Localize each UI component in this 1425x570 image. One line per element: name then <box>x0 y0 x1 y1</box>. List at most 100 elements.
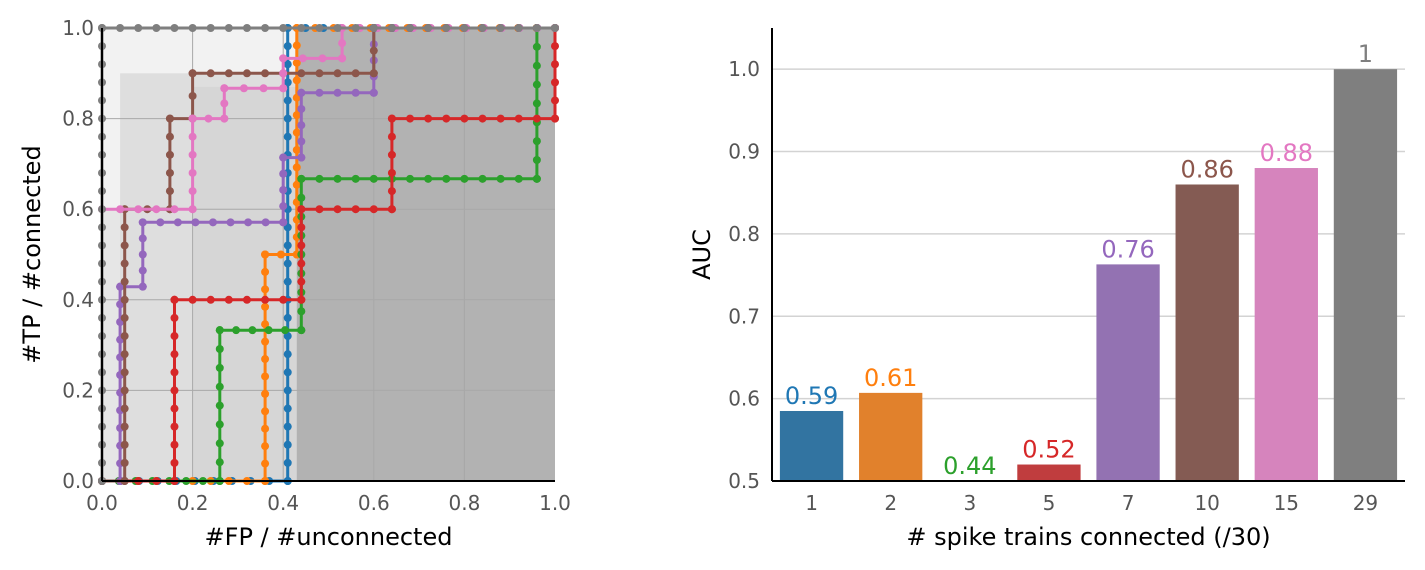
roc-data-point <box>333 88 342 97</box>
roc-data-point <box>387 24 396 32</box>
roc-data-point <box>261 302 270 311</box>
roc-data-point <box>232 326 241 335</box>
roc-data-point <box>188 187 197 196</box>
auc-y-tick-label: 0.6 <box>728 387 760 411</box>
roc-data-point <box>206 24 215 32</box>
roc-data-point <box>532 24 541 32</box>
roc-x-axis-label: #FP / #unconnected <box>205 523 453 551</box>
roc-y-tick-label: 0.6 <box>62 197 94 221</box>
auc-x-tick-label: 1 <box>805 491 818 515</box>
roc-data-point <box>215 345 224 354</box>
roc-data-point <box>297 193 306 202</box>
roc-data-point <box>279 69 288 78</box>
roc-data-point <box>279 295 288 304</box>
roc-chart: 0.0 0.2 0.4 0.6 0.8 1.0 0.0 0.2 0.4 0.6 0.8 1.0 #FP … <box>18 16 571 551</box>
roc-x-tick-label: 0.6 <box>358 491 390 515</box>
roc-data-point <box>369 46 378 55</box>
roc-data-point <box>351 174 360 183</box>
roc-data-point <box>138 218 147 227</box>
roc-data-point <box>261 267 270 276</box>
roc-data-point <box>424 24 433 32</box>
roc-data-point <box>496 174 505 183</box>
roc-data-point <box>297 121 306 130</box>
roc-data-point <box>261 69 270 78</box>
roc-data-point <box>138 266 147 275</box>
auc-x-tick-label: 3 <box>963 491 976 515</box>
auc-value-label: 0.44 <box>943 452 996 480</box>
roc-data-point <box>120 404 129 413</box>
roc-shade-region <box>296 28 555 481</box>
roc-data-point <box>532 80 541 89</box>
roc-data-point <box>170 440 179 449</box>
auc-value-label: 0.76 <box>1101 235 1154 263</box>
roc-data-point <box>156 218 165 227</box>
roc-data-point <box>297 69 306 78</box>
roc-data-point <box>170 313 179 322</box>
roc-data-point <box>297 241 306 250</box>
roc-data-point <box>259 84 268 93</box>
roc-data-point <box>496 24 505 32</box>
auc-y-tick-label: 1.0 <box>728 57 760 81</box>
roc-y-tick-label: 0.2 <box>62 378 94 402</box>
roc-data-point <box>120 368 129 377</box>
roc-data-point <box>297 259 306 268</box>
roc-y-tick-label: 0.8 <box>62 107 94 131</box>
auc-bar <box>859 392 923 481</box>
roc-x-tick-label: 0.8 <box>448 491 480 515</box>
roc-data-point <box>170 350 179 359</box>
roc-data-point <box>248 326 257 335</box>
roc-data-point <box>292 76 301 85</box>
roc-data-point <box>120 386 129 395</box>
roc-data-point <box>170 422 179 431</box>
roc-data-point <box>279 153 288 162</box>
roc-data-point <box>297 137 306 146</box>
roc-data-point <box>206 69 215 78</box>
roc-data-point <box>279 24 288 32</box>
roc-data-point <box>283 114 292 123</box>
roc-data-point <box>551 60 559 69</box>
roc-data-point <box>369 174 378 183</box>
roc-data-point <box>261 424 270 433</box>
roc-data-point <box>333 24 342 32</box>
roc-data-point <box>261 389 270 398</box>
auc-bar <box>1254 168 1318 481</box>
roc-data-point <box>170 332 179 341</box>
roc-data-point <box>261 459 270 468</box>
auc-x-tick-label: 29 <box>1353 491 1378 515</box>
roc-data-point <box>297 326 306 335</box>
roc-data-point <box>138 250 147 259</box>
roc-data-point <box>283 440 292 449</box>
roc-data-point <box>315 24 324 32</box>
roc-data-point <box>292 180 301 189</box>
roc-data-point <box>261 250 270 259</box>
roc-data-point <box>134 24 143 32</box>
roc-data-point <box>261 285 270 294</box>
roc-data-point <box>152 205 161 214</box>
roc-data-point <box>292 128 301 137</box>
roc-data-point <box>551 42 559 51</box>
roc-data-point <box>134 205 143 214</box>
roc-data-point <box>283 386 292 395</box>
roc-data-point <box>279 54 288 63</box>
auc-bar <box>1175 184 1239 481</box>
roc-data-point <box>283 350 292 359</box>
auc-y-tick-label: 0.7 <box>728 304 760 328</box>
roc-data-point <box>297 88 306 97</box>
auc-value-label: 0.88 <box>1260 139 1313 167</box>
roc-data-point <box>297 153 306 162</box>
roc-data-point <box>406 24 415 32</box>
roc-data-point <box>292 163 301 172</box>
roc-data-point <box>351 205 360 214</box>
roc-data-point <box>215 458 224 467</box>
roc-data-point <box>244 218 253 227</box>
roc-data-point <box>170 404 179 413</box>
roc-data-point <box>188 91 197 100</box>
roc-data-point <box>170 386 179 395</box>
roc-data-point <box>283 404 292 413</box>
roc-data-point <box>152 24 161 32</box>
roc-data-point <box>215 420 224 429</box>
roc-data-point <box>351 24 360 32</box>
auc-bar <box>1333 69 1398 481</box>
roc-data-point <box>120 332 129 341</box>
roc-data-point <box>442 174 451 183</box>
